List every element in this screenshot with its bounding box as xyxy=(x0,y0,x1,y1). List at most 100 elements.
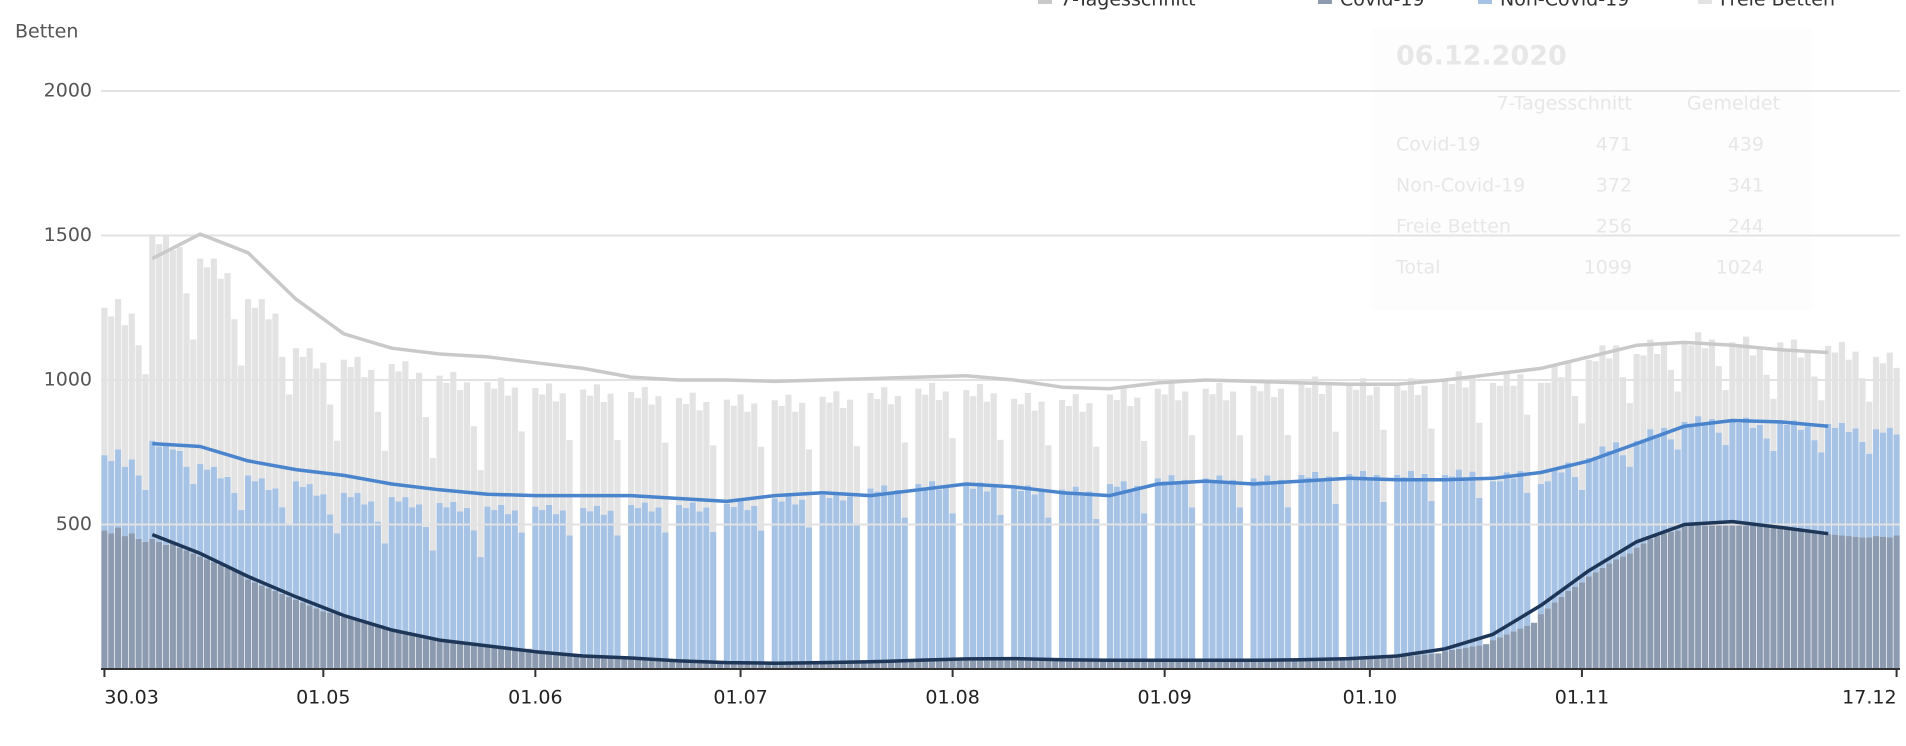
bar xyxy=(1004,659,1011,669)
bar xyxy=(1736,347,1743,423)
bar xyxy=(1332,660,1339,669)
bar xyxy=(1380,501,1387,659)
bar xyxy=(1428,428,1435,501)
bar xyxy=(1325,660,1332,669)
bar xyxy=(1469,646,1476,669)
bar xyxy=(1448,476,1456,650)
bar xyxy=(279,593,286,669)
bar xyxy=(1264,660,1271,669)
bar xyxy=(1120,388,1127,482)
bar xyxy=(1209,660,1216,669)
bar xyxy=(1715,522,1722,669)
bar xyxy=(1400,390,1408,478)
bar xyxy=(1257,660,1264,669)
bar xyxy=(1353,389,1360,477)
bar xyxy=(1701,348,1709,424)
bar xyxy=(915,388,922,485)
tooltip-value: 372 xyxy=(1596,175,1632,197)
bar xyxy=(1763,438,1770,526)
bar xyxy=(1510,631,1517,669)
bar xyxy=(1168,382,1175,476)
bar xyxy=(436,375,443,503)
bar xyxy=(1572,586,1579,669)
bar xyxy=(696,661,703,669)
bar xyxy=(1626,403,1633,467)
bar xyxy=(1106,394,1114,485)
bar xyxy=(415,372,423,505)
bar xyxy=(1592,361,1599,457)
bar xyxy=(1872,536,1880,669)
bar xyxy=(655,507,662,660)
bar xyxy=(1394,474,1401,657)
bar xyxy=(1182,391,1189,480)
bar xyxy=(1045,445,1052,518)
bar xyxy=(1339,660,1346,669)
bar xyxy=(1284,434,1291,508)
legend-label: 7-Tagesschnitt xyxy=(1060,0,1196,11)
bar xyxy=(1626,466,1633,554)
bar xyxy=(1886,427,1893,538)
bar xyxy=(949,513,956,661)
bar xyxy=(1736,521,1743,669)
bar xyxy=(470,426,477,531)
bar xyxy=(970,488,977,660)
bar xyxy=(641,658,648,669)
bar xyxy=(1476,645,1483,669)
bar xyxy=(915,660,922,669)
bar xyxy=(1011,488,1018,659)
bar xyxy=(354,356,361,493)
bar xyxy=(1729,342,1736,421)
bar xyxy=(1825,423,1832,534)
bar xyxy=(347,618,354,669)
bar xyxy=(990,659,997,669)
bar xyxy=(1113,660,1120,669)
bar xyxy=(1578,489,1586,583)
bar xyxy=(881,485,888,662)
bar xyxy=(210,466,217,563)
bar xyxy=(785,394,792,496)
bar xyxy=(1736,422,1743,522)
bar xyxy=(258,478,265,586)
bar xyxy=(1455,469,1462,649)
bar xyxy=(333,614,341,669)
bar xyxy=(1421,654,1428,669)
bar xyxy=(1572,395,1579,477)
bar xyxy=(662,659,669,669)
bar xyxy=(1435,653,1442,669)
bar xyxy=(1592,572,1599,669)
bar xyxy=(1462,387,1469,478)
bar xyxy=(1093,446,1100,520)
bar xyxy=(1188,660,1196,669)
bar xyxy=(142,541,149,669)
bar xyxy=(648,511,655,659)
bar xyxy=(1229,660,1237,669)
bar xyxy=(1565,462,1572,591)
bar xyxy=(203,559,211,669)
bar xyxy=(1866,453,1873,538)
bar xyxy=(1524,625,1531,669)
bar xyxy=(1298,474,1305,660)
bar xyxy=(1777,420,1784,528)
bar xyxy=(942,660,949,669)
bar xyxy=(1708,521,1715,669)
bar xyxy=(1469,471,1476,647)
bar xyxy=(504,395,512,515)
bar xyxy=(272,590,279,669)
bar xyxy=(354,619,361,669)
bar xyxy=(1202,660,1209,669)
bar xyxy=(368,624,375,669)
bar xyxy=(1893,367,1900,435)
bar xyxy=(1086,403,1093,492)
bar xyxy=(1359,658,1367,669)
bar xyxy=(299,602,306,669)
bar xyxy=(593,384,601,506)
bar xyxy=(1455,648,1462,669)
bar xyxy=(1312,659,1319,669)
bar xyxy=(805,663,813,669)
bar xyxy=(477,556,484,644)
bar xyxy=(258,585,265,669)
bar xyxy=(1093,660,1100,669)
bar xyxy=(1168,660,1175,669)
bar xyxy=(1250,660,1257,669)
bar xyxy=(1305,659,1312,669)
